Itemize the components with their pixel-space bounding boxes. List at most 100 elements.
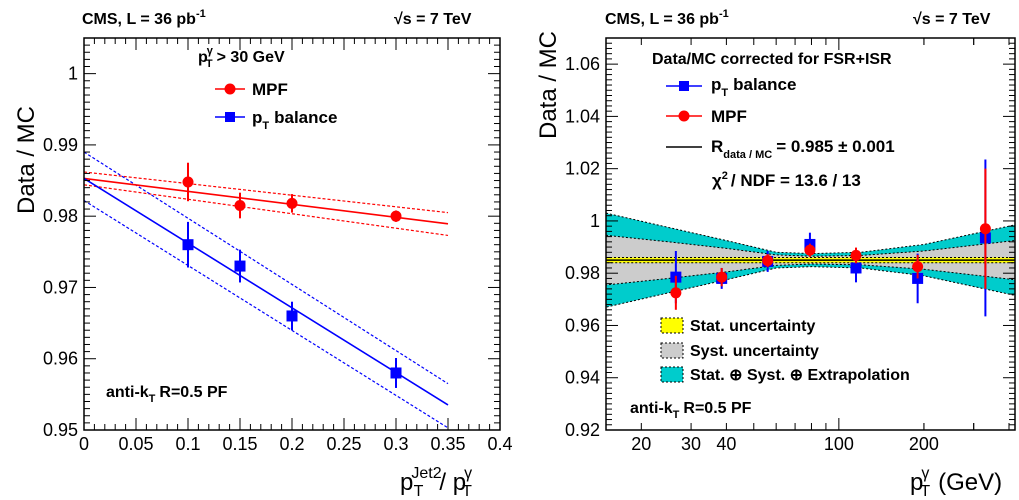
right-legend-ext-swatch — [660, 366, 684, 383]
left-x-tick-label: 0.2 — [279, 434, 304, 454]
right-legend-mpf-label: MPF — [711, 107, 747, 126]
right-legend-pt: pT balance — [666, 75, 796, 99]
right-legend-stat-label: Stat. uncertainty — [690, 318, 815, 335]
right-mpf-point — [850, 249, 862, 261]
right-y-tick-label: 0.92 — [565, 420, 600, 440]
right-x-tick-label: 40 — [716, 434, 736, 454]
left-ptbal-band-lower — [83, 199, 449, 429]
left-y-tick-label: 0.99 — [43, 135, 78, 155]
right-legend-fit-label: Rdata / MC = 0.985 ± 0.001 — [711, 137, 895, 161]
left-mpf-point — [182, 176, 194, 188]
left-x-tick-label: 0.3 — [383, 434, 408, 454]
left-header-lumi: CMS, L = 36 pb-1 — [82, 8, 206, 28]
right-legend-pt-label: pT balance — [711, 75, 796, 99]
left-x-tick-label: 0.1 — [175, 434, 200, 454]
left-mpf-band-lower — [83, 184, 449, 237]
left-x-tick-label: 0.15 — [222, 434, 257, 454]
right-legend-stat-swatch — [660, 317, 684, 334]
left-x-tick-label: 0.4 — [487, 434, 512, 454]
right-header-energy: √s = 7 TeV — [913, 11, 991, 28]
right-y-tick-label: 0.94 — [565, 368, 600, 388]
right-y-tick-label: 1.06 — [565, 54, 600, 74]
right-mpf-point — [912, 261, 924, 273]
left-x-tick-label: 0 — [79, 434, 89, 454]
right-legend-title: Data/MC corrected for FSR+ISR — [652, 51, 892, 68]
left-mpf-point — [286, 197, 298, 209]
right-legend-syst: Syst. uncertainty — [660, 342, 819, 360]
left-legend-pt-label: pT balance — [252, 108, 337, 132]
right-ptbal-point — [850, 262, 862, 274]
left-fit-lines — [83, 177, 449, 406]
left-mpf-band-upper — [83, 171, 449, 214]
left-ptbal-point — [234, 260, 246, 272]
right-algo-label: anti-kT R=0.5 PF — [630, 400, 752, 421]
left-y-tick-label: 0.97 — [43, 277, 78, 297]
left-legend-mpf: MPF — [215, 80, 288, 99]
left-y-tick-label: 0.95 — [43, 420, 78, 440]
left-y-tick-label: 0.96 — [43, 349, 78, 369]
right-chart: CMS, L = 36 pb-1 √s = 7 TeV Data / MC 20… — [535, 8, 1016, 500]
left-ptbal-fit-line — [83, 177, 449, 406]
left-legend-pt: pT balance — [215, 108, 337, 132]
right-mpf-point — [979, 223, 991, 235]
left-fit-bands — [83, 151, 449, 429]
right-y-tick-label: 1 — [590, 211, 600, 231]
left-x-tick-label: 0.35 — [430, 434, 465, 454]
right-legend-ext: Stat. ⊕ Syst. ⊕ Extrapolation — [660, 366, 910, 384]
right-legend-syst-swatch — [660, 342, 684, 359]
right-legend: pT balance MPF Rdata / MC = 0.985 ± 0.001 … — [666, 75, 895, 190]
right-y-axis-label: Data / MC — [535, 31, 562, 139]
right-x-tick-label: 200 — [909, 434, 939, 454]
left-mpf-point — [390, 210, 402, 222]
right-legend-syst-label: Syst. uncertainty — [690, 343, 819, 360]
right-legend-ext-label: Stat. ⊕ Syst. ⊕ Extrapolation — [690, 367, 910, 384]
right-y-tick-label: 1.02 — [565, 159, 600, 179]
right-legend-fit: Rdata / MC = 0.985 ± 0.001 — [666, 137, 895, 161]
left-legend: MPF pT balance — [215, 80, 337, 132]
left-ptbal-point — [390, 367, 402, 379]
right-legend-mpf: MPF — [666, 107, 747, 126]
right-mpf-point — [762, 255, 774, 267]
right-data-points — [670, 159, 991, 317]
right-legend-pt-marker — [679, 81, 689, 91]
left-mpf-fit-line — [83, 177, 449, 225]
left-algo-label: anti-kT R=0.5 PF — [106, 384, 228, 405]
right-legend-mpf-marker — [678, 110, 690, 122]
right-x-axis-label: pγ T (GeV) — [910, 465, 1002, 500]
right-x-tick-label: 30 — [681, 434, 701, 454]
right-chi2-label: χ2/ NDF = 13.6 / 13 — [712, 170, 861, 190]
left-cut-label: pγ T > 30 GeV — [198, 45, 285, 70]
left-legend-mpf-label: MPF — [252, 80, 288, 99]
left-data-points — [182, 162, 402, 388]
right-axes: 20 30 40 100 200 0.92 0.94 0.96 0.98 1 1.02 1.04 1.0… — [565, 37, 1016, 454]
left-x-axis-label: pJet2 T / pγ T — [400, 465, 472, 500]
right-mpf-point — [670, 287, 682, 299]
left-x-tick-label: 0.05 — [118, 434, 153, 454]
right-mpf-point — [804, 244, 816, 256]
left-x-tick-label: 0.25 — [326, 434, 361, 454]
right-y-tick-label: 1.04 — [565, 106, 600, 126]
right-x-tick-label: 100 — [824, 434, 854, 454]
left-mpf-point — [234, 199, 246, 211]
left-y-axis-label: Data / MC — [13, 106, 40, 214]
left-ptbal-point — [182, 239, 194, 251]
left-axes: 0 0.05 0.1 0.15 0.2 0.25 0.3 0.35 0.4 0.95 0.96 0.9… — [43, 37, 513, 454]
left-ptbal-point — [286, 310, 298, 322]
left-ptbal-band-upper — [83, 151, 449, 385]
left-legend-pt-marker — [225, 112, 235, 122]
right-uncertainty-bands — [605, 212, 1016, 308]
right-legend-stat: Stat. uncertainty — [660, 317, 815, 335]
right-mpf-point — [716, 271, 728, 283]
left-legend-mpf-marker — [224, 83, 236, 95]
right-y-tick-label: 0.98 — [565, 263, 600, 283]
right-x-tick-label: 20 — [631, 434, 651, 454]
right-plot-frame — [605, 37, 1016, 431]
left-header-energy: √s = 7 TeV — [394, 11, 472, 28]
right-uncertainty-legend: Stat. uncertainty Syst. uncertainty Stat… — [660, 317, 910, 384]
right-header-lumi: CMS, L = 36 pb-1 — [605, 8, 729, 28]
left-y-tick-label: 1 — [68, 64, 78, 84]
right-y-tick-label: 0.96 — [565, 315, 600, 335]
left-y-tick-label: 0.98 — [43, 206, 78, 226]
